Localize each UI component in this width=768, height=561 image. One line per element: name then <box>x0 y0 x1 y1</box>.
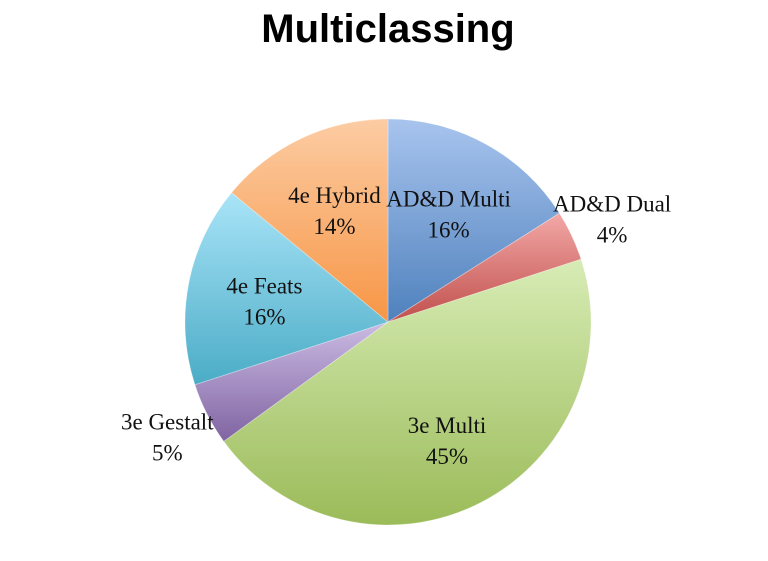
slice-label: 4e Feats <box>226 273 302 298</box>
pie-labels: AD&D Multi 16% AD&D Dual 4% 3e Multi 45% 3e Ge… <box>121 183 671 469</box>
chart-title: Multiclassing <box>261 7 514 51</box>
pie-slice-4e-hybrid <box>231 118 389 323</box>
slice-percent-label: 14% <box>313 214 355 239</box>
slice-percent-label: 16% <box>243 304 285 329</box>
slice-label: AD&D Multi <box>386 187 511 212</box>
slice-percent-label: 16% <box>428 218 470 243</box>
pie-slice-4e-feats <box>184 192 389 386</box>
pie-slice-3e-multi <box>223 258 592 526</box>
slice-label: 3e Multi <box>408 413 487 438</box>
slice-label: 3e Gestalt <box>121 409 214 434</box>
slice-label: AD&D Dual <box>553 192 671 217</box>
pie-slices <box>184 118 592 526</box>
slice-percent-label: 45% <box>426 444 468 469</box>
slice-percent-label: 5% <box>152 440 183 465</box>
pie-slice-ad-d-dual <box>387 212 582 323</box>
pie-slice-3e-gestalt <box>194 321 389 442</box>
slice-label: 4e Hybrid <box>288 183 381 208</box>
slice-percent-label: 4% <box>597 223 628 248</box>
pie-slice-ad-d-multi <box>387 118 560 323</box>
